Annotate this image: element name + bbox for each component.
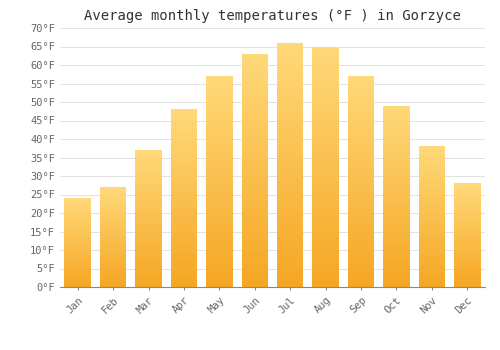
- Title: Average monthly temperatures (°F ) in Gorzyce: Average monthly temperatures (°F ) in Go…: [84, 9, 461, 23]
